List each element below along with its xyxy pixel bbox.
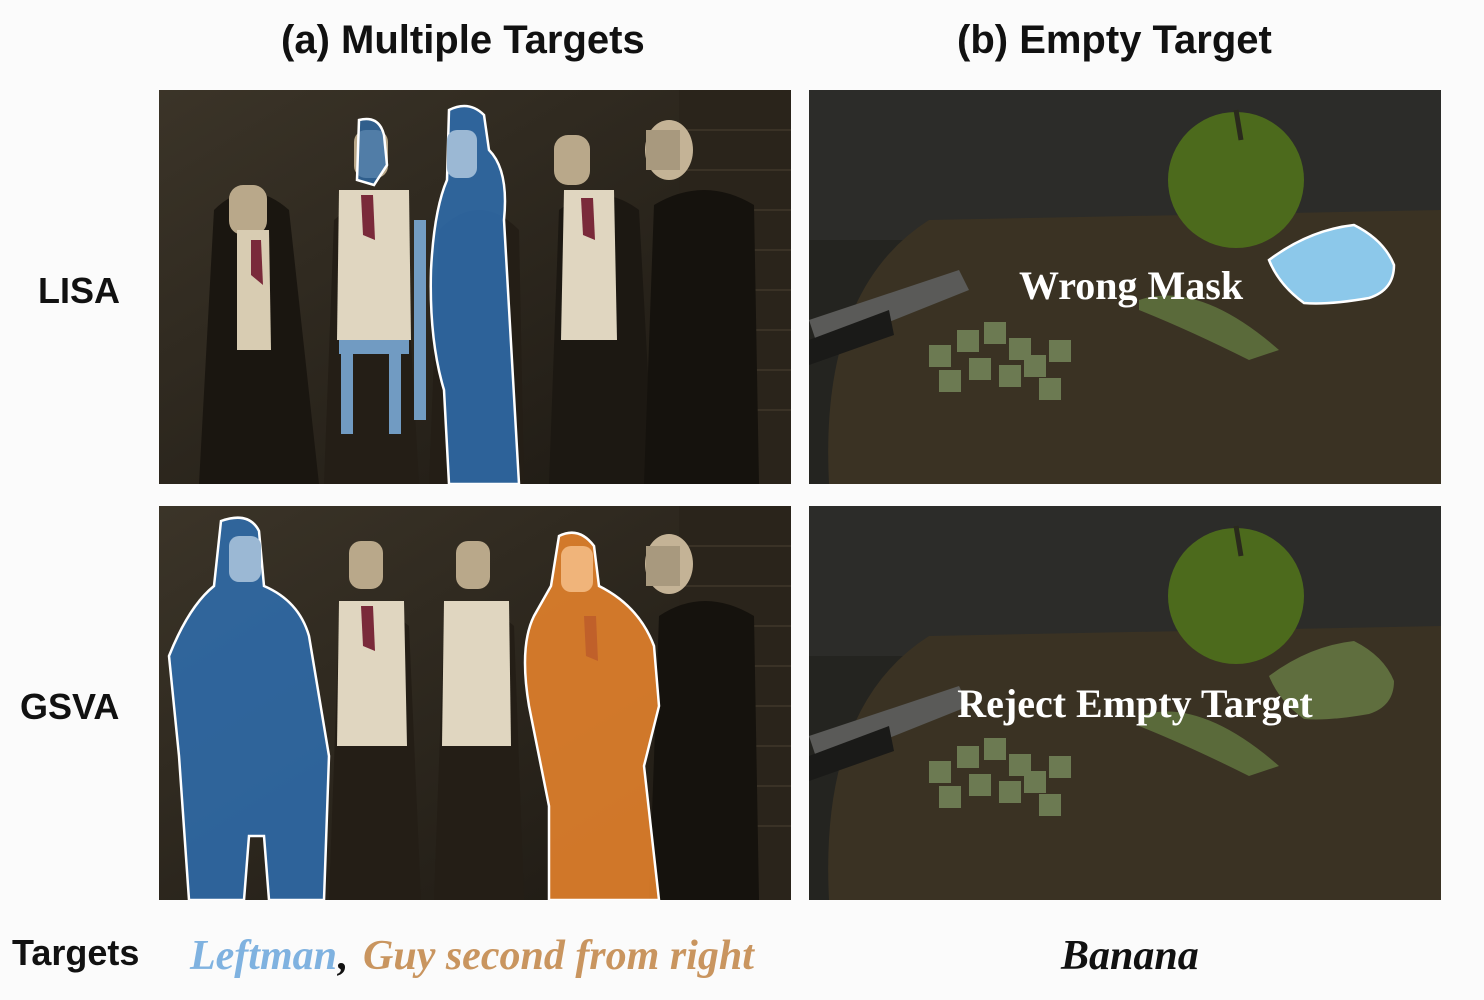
row-label-lisa: LISA	[38, 270, 121, 311]
reject-empty-target-label: Reject Empty Target	[957, 681, 1313, 726]
gsva-multiple-targets-image	[159, 506, 791, 900]
wrong-mask-label: Wrong Mask	[1018, 263, 1244, 308]
target-banana: Banana	[1061, 933, 1199, 979]
target-separator: ,	[338, 933, 349, 979]
lisa-multiple-targets-image	[159, 90, 791, 484]
target-leftman: Leftman	[190, 933, 337, 979]
title-empty-target: (b) Empty Target	[957, 18, 1272, 62]
target-guy-second-from-right: Guy second from right	[363, 933, 754, 979]
title-multiple-targets: (a) Multiple Targets	[281, 18, 645, 62]
row-label-gsva: GSVA	[20, 686, 120, 727]
targets-label: Targets	[12, 932, 140, 973]
gsva-empty-target-image: Reject Empty Target	[809, 506, 1441, 900]
lisa-empty-target-image: Wrong Mask	[809, 90, 1441, 484]
